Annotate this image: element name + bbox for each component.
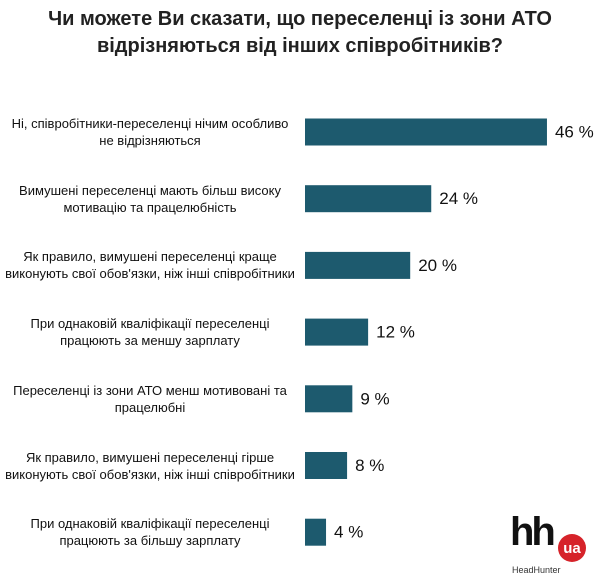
logo-badge: ua bbox=[563, 540, 581, 557]
category-label: Як правило, вимушені переселенці краще в… bbox=[5, 249, 295, 282]
bar bbox=[305, 251, 411, 279]
category-label: Як правило, вимушені переселенці гірше в… bbox=[5, 449, 295, 482]
value-label: 12 % bbox=[376, 323, 415, 342]
value-label: 46 % bbox=[555, 122, 594, 141]
category-label: Вимушені переселенці мають більш високу … bbox=[19, 182, 281, 215]
category-label: При однаковій кваліфікації переселенці п… bbox=[30, 316, 270, 349]
bar bbox=[305, 118, 547, 146]
category-label: При однаковій кваліфікації переселенці п… bbox=[30, 516, 270, 549]
value-label: 8 % bbox=[355, 456, 384, 475]
bar bbox=[305, 318, 369, 346]
category-label: Ні, співробітники-переселенці нічим особ… bbox=[11, 116, 289, 148]
logo-mark: hh bbox=[510, 510, 553, 554]
value-label: 4 % bbox=[334, 523, 363, 542]
bar bbox=[305, 518, 327, 546]
value-label: 24 % bbox=[439, 189, 478, 208]
bar bbox=[305, 452, 348, 479]
chart-title: Чи можете Ви сказати, що переселенці із … bbox=[48, 8, 552, 57]
logo-brand: HeadHunter bbox=[512, 565, 561, 575]
value-label: 9 % bbox=[360, 389, 389, 408]
logo-badge-bg bbox=[558, 534, 586, 562]
category-label: Переселенці із зони АТО менш мотивовані … bbox=[13, 382, 287, 415]
bar bbox=[305, 385, 353, 413]
bar bbox=[305, 185, 432, 213]
value-label: 20 % bbox=[418, 256, 457, 275]
